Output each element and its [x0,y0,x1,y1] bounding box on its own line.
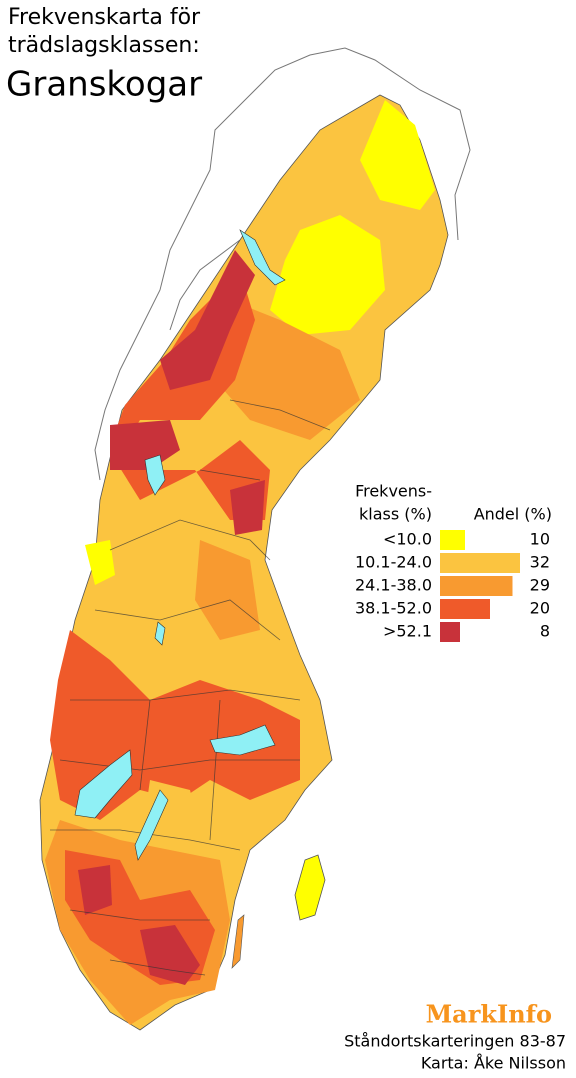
darkred-area [160,250,255,390]
share-bar [440,553,520,573]
lake-north [239,229,286,286]
legend-label: <10.0 [383,530,432,549]
darkred-area [110,420,180,470]
source: Ståndortskarteringen 83-87 [344,1032,566,1051]
share-value: 8 [540,622,550,641]
title-line: trädslagsklassen: [8,33,200,58]
county-borders [50,399,331,976]
norway-border [94,47,471,481]
share-value: 29 [530,576,550,595]
oland [231,914,245,969]
orange-area [195,540,260,640]
legend-label: 38.1-52.0 [355,599,432,618]
share-value: 32 [530,553,550,572]
share-bar [440,622,460,642]
red-area [112,270,270,520]
yellow-area [85,540,115,585]
brand: MarkInfo [426,1000,552,1029]
share-value: 20 [530,599,550,618]
credit: Karta: Åke Nilsson [421,1054,566,1073]
share-bar [440,576,513,596]
lake-storsjon [144,454,166,496]
legend-header: klass (%) [359,505,432,524]
legend-label: 24.1-38.0 [355,576,432,595]
share-value: 10 [530,530,550,549]
legend-label: >52.1 [383,622,432,641]
darkred-area [230,480,265,535]
orange-area [215,300,360,440]
coast-west [169,239,241,331]
lake-malaren [209,724,276,756]
lake-vanern [74,749,133,819]
yellow-area [270,215,385,335]
title-line: Frekvenskarta för [8,5,201,30]
legend-label: 10.1-24.0 [355,553,432,572]
darkred-area [140,925,200,985]
share-bar [440,599,490,619]
gotland [294,854,326,921]
lake-vattern [134,789,169,861]
yellow-area [360,100,435,210]
map-title: Granskogar [6,65,202,105]
darkred-area [78,865,112,915]
lake-siljan [154,621,166,646]
legend-header: Andel (%) [474,505,552,524]
legend-header: Frekvens- [355,482,432,501]
share-bar [440,530,465,550]
